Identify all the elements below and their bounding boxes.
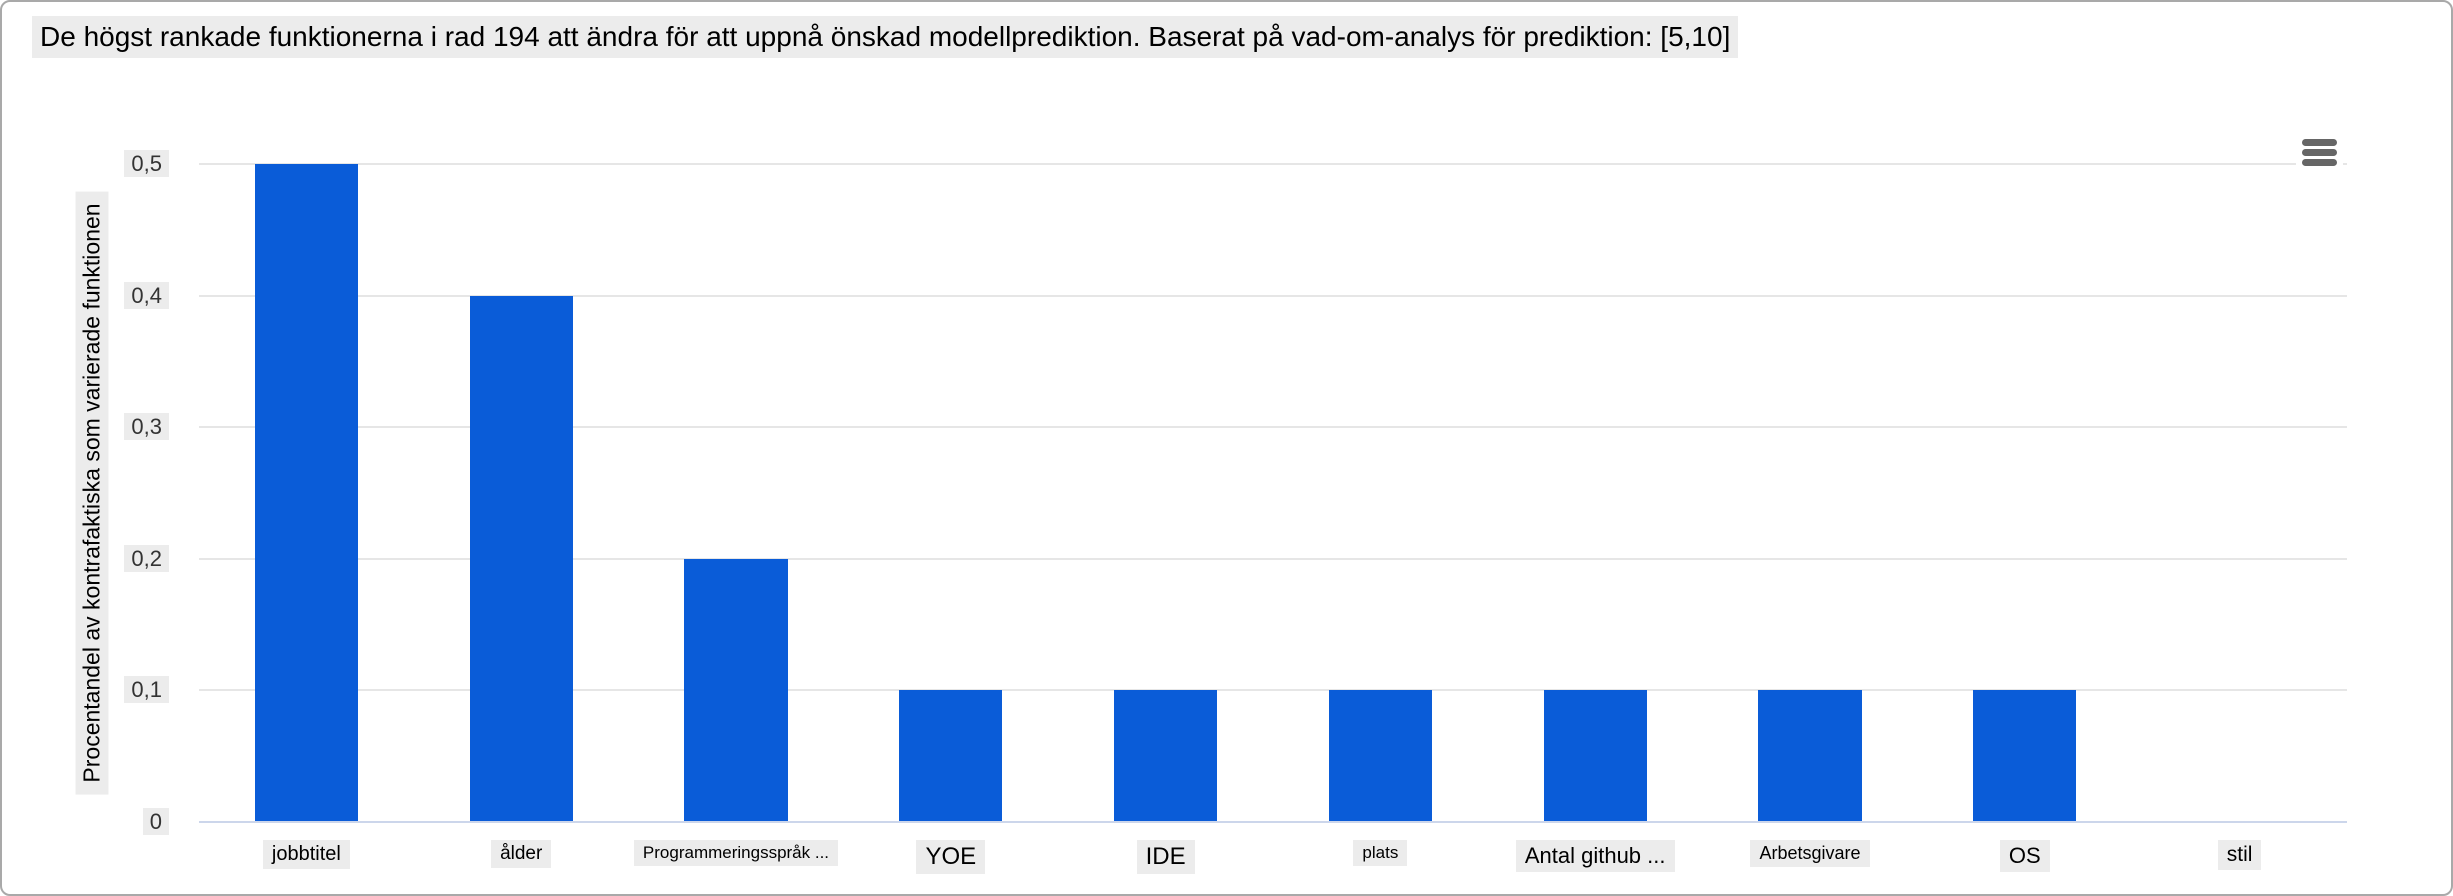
y-axis-tick-label: 0,1 [2,676,169,704]
gridline [199,294,2347,297]
bar-column [414,164,629,822]
bar-column [2132,164,2347,822]
bar-column [199,164,414,822]
chart-menu-button[interactable] [2296,132,2343,173]
x-axis-label: YOE [916,840,986,874]
x-axis-label: jobbtitel [262,840,350,869]
y-axis-tick-label: 0 [2,808,169,835]
x-axis-label: Arbetsgivare [1750,840,1870,867]
bar[interactable] [1973,690,2077,822]
bar[interactable] [899,690,1003,822]
x-axis-category: Programmeringsspråk ... [629,840,844,866]
bar-column [843,164,1058,822]
bar-column [1703,164,1918,822]
bar[interactable] [1758,690,1862,822]
bar-column [1917,164,2132,822]
y-axis-tick-label: 0,4 [2,281,169,309]
gridline [199,689,2347,692]
x-axis-label: OS [1999,840,2050,872]
gridline [199,426,2347,429]
hamburger-menu-icon [2302,139,2337,166]
x-axis-label: IDE [1136,840,1195,874]
bar[interactable] [1328,690,1432,822]
x-axis-category: Antal github ... [1488,840,1703,872]
x-axis-label: plats [1353,840,1408,866]
x-axis-category: YOE [843,840,1058,874]
plot-area [199,163,2347,823]
x-axis-category: jobbtitel [199,840,414,869]
bar-series [199,164,2347,822]
bar[interactable] [469,295,573,822]
gridline [199,557,2347,560]
x-axis-label: Antal github ... [1515,840,1675,872]
bar-column [1273,164,1488,822]
bar[interactable] [1114,690,1218,822]
y-axis-tick-label: 0,5 [2,150,169,177]
bar-column [629,164,844,822]
bar[interactable] [254,164,358,822]
x-axis-category: ålder [414,840,629,868]
x-axis-category: IDE [1058,840,1273,874]
x-axis-label: stil [2217,840,2262,870]
gridline [199,163,2347,165]
x-axis-category: OS [1917,840,2132,872]
chart-title: De högst rankade funktionerna i rad 194 … [32,16,1739,58]
bar[interactable] [684,558,788,822]
x-axis-category: Arbetsgivare [1703,840,1918,867]
bar[interactable] [1543,690,1647,822]
y-axis-tick-label: 0,2 [2,544,169,572]
y-axis-tick-label: 0,3 [2,413,169,441]
bar-column [1488,164,1703,822]
x-axis-line [199,821,2347,823]
x-axis-label: ålder [491,840,552,868]
bar-column [1058,164,1273,822]
x-axis-category: plats [1273,840,1488,866]
x-axis-category: stil [2132,840,2347,870]
x-axis-label: Programmeringsspråk ... [633,840,839,866]
x-axis: jobbtitel ålder Programmeringsspråk ... YOE… [199,840,2347,874]
